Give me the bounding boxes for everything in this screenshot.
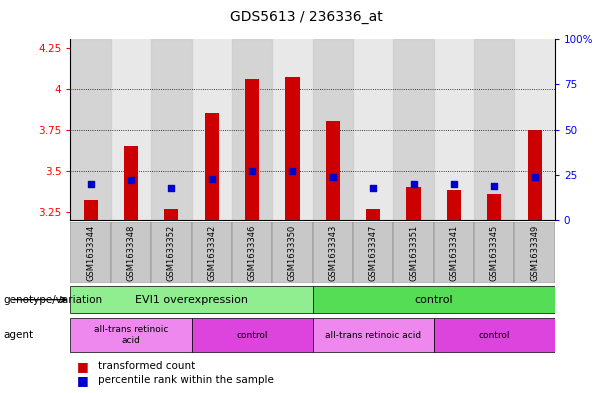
- Bar: [286, 77, 300, 220]
- Text: percentile rank within the sample: percentile rank within the sample: [98, 375, 274, 385]
- Point: [368, 184, 378, 191]
- Text: GSM1633342: GSM1633342: [207, 225, 216, 281]
- Text: all-trans retinoic acid: all-trans retinoic acid: [325, 331, 421, 340]
- Bar: [394, 222, 434, 283]
- Bar: [326, 121, 340, 220]
- Bar: [164, 209, 178, 220]
- Point: [328, 174, 338, 180]
- Bar: [353, 222, 394, 283]
- Text: genotype/variation: genotype/variation: [3, 295, 102, 305]
- Bar: [151, 222, 191, 283]
- Bar: [487, 194, 501, 220]
- Bar: [514, 222, 555, 283]
- Point: [86, 181, 96, 187]
- Text: GSM1633348: GSM1633348: [126, 225, 135, 281]
- Bar: [70, 222, 111, 283]
- Bar: [394, 39, 434, 220]
- Point: [409, 181, 419, 187]
- Bar: [447, 191, 461, 220]
- Bar: [70, 39, 111, 220]
- Text: GSM1633350: GSM1633350: [288, 225, 297, 281]
- Text: GSM1633349: GSM1633349: [530, 225, 539, 281]
- Bar: [528, 130, 542, 220]
- Bar: [70, 318, 191, 352]
- Bar: [406, 187, 421, 220]
- Bar: [151, 39, 191, 220]
- Text: GSM1633352: GSM1633352: [167, 225, 176, 281]
- Bar: [124, 146, 138, 220]
- Point: [449, 181, 459, 187]
- Point: [530, 174, 539, 180]
- Bar: [272, 222, 313, 283]
- Bar: [205, 113, 219, 220]
- Bar: [433, 318, 555, 352]
- Text: GSM1633347: GSM1633347: [368, 225, 378, 281]
- Text: GSM1633345: GSM1633345: [490, 225, 499, 281]
- Bar: [83, 200, 97, 220]
- Point: [167, 184, 177, 191]
- Text: GSM1633341: GSM1633341: [449, 225, 459, 281]
- Text: control: control: [414, 295, 453, 305]
- Point: [489, 183, 499, 189]
- Bar: [191, 318, 313, 352]
- Text: GSM1633343: GSM1633343: [329, 225, 337, 281]
- Text: GSM1633344: GSM1633344: [86, 225, 95, 281]
- Bar: [70, 286, 313, 313]
- Point: [247, 168, 257, 174]
- Bar: [191, 222, 232, 283]
- Bar: [313, 286, 555, 313]
- Text: agent: agent: [3, 330, 33, 340]
- Bar: [245, 79, 259, 220]
- Text: control: control: [237, 331, 268, 340]
- Text: EVI1 overexpression: EVI1 overexpression: [135, 295, 248, 305]
- Bar: [313, 39, 353, 220]
- Text: control: control: [479, 331, 510, 340]
- Point: [207, 175, 216, 182]
- Point: [126, 177, 136, 184]
- Bar: [313, 318, 434, 352]
- Bar: [232, 222, 272, 283]
- Bar: [111, 222, 151, 283]
- Text: ■: ■: [77, 360, 88, 373]
- Text: transformed count: transformed count: [98, 361, 196, 371]
- Text: GDS5613 / 236336_at: GDS5613 / 236336_at: [230, 10, 383, 24]
- Bar: [313, 222, 353, 283]
- Bar: [366, 209, 380, 220]
- Bar: [232, 39, 272, 220]
- Point: [287, 168, 297, 174]
- Bar: [474, 222, 514, 283]
- Bar: [433, 222, 474, 283]
- Text: GSM1633346: GSM1633346: [248, 225, 257, 281]
- Text: all-trans retinoic
acid: all-trans retinoic acid: [94, 325, 168, 345]
- Text: GSM1633351: GSM1633351: [409, 225, 418, 281]
- Bar: [474, 39, 514, 220]
- Text: ■: ■: [77, 374, 88, 387]
